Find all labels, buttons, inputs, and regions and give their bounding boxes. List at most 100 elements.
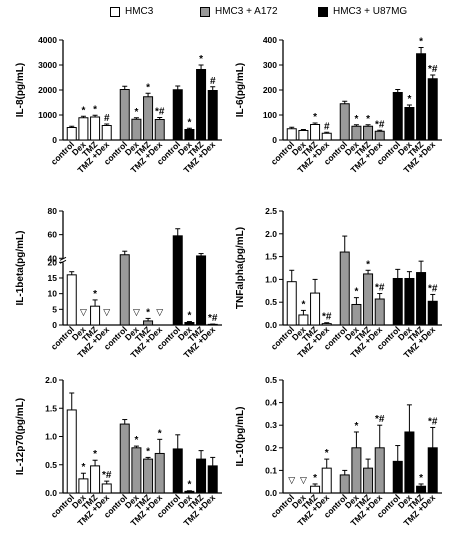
bar	[101, 125, 112, 141]
bar	[66, 409, 77, 494]
y-tick-label: 0.3	[265, 420, 277, 430]
y-tick-label: 80	[48, 206, 58, 216]
y-tick-label: 400	[263, 35, 277, 45]
y-tick-label: 2.0	[45, 375, 57, 385]
y-tick-label: 1000	[38, 110, 57, 120]
not-detected-mark: ▽	[288, 475, 295, 485]
y-tick-label: 200	[263, 85, 277, 95]
bar	[339, 251, 350, 326]
bar	[78, 117, 89, 141]
bar	[66, 127, 77, 141]
y-axis-label: IL-10(pg/mL)	[235, 407, 246, 467]
y-tick-label: 0.4	[265, 398, 277, 408]
bar	[196, 69, 207, 141]
bar	[404, 277, 415, 326]
y-tick-label: 40	[48, 253, 58, 263]
not-detected-mark: ▽	[80, 307, 87, 317]
y-tick-label: 3000	[38, 60, 57, 70]
bar	[101, 483, 112, 494]
bar	[339, 103, 350, 141]
significance-mark: #	[210, 76, 216, 87]
significance-mark: *#	[102, 470, 112, 481]
not-detected-mark: ▽	[300, 475, 307, 485]
y-tick-label: 60	[48, 230, 58, 240]
y-tick-label: 1.5	[45, 403, 57, 413]
significance-mark: #	[104, 113, 110, 124]
y-tick-label: 20	[48, 257, 58, 267]
significance-mark: *	[146, 82, 150, 93]
significance-mark: *	[134, 107, 138, 118]
y-tick-label: 2000	[38, 85, 57, 95]
y-tick-label: 0.5	[45, 460, 57, 470]
significance-mark: *	[187, 311, 191, 322]
significance-mark: *	[146, 446, 150, 457]
y-tick-label: 0.5	[265, 375, 277, 385]
bar	[286, 281, 297, 326]
bar	[172, 448, 183, 494]
significance-mark: *#	[155, 107, 165, 118]
bar	[131, 447, 142, 494]
y-tick-label: 1.0	[45, 432, 57, 442]
y-tick-label: 1.5	[265, 252, 277, 262]
bar	[416, 272, 427, 326]
significance-mark: *	[81, 462, 85, 473]
bar	[154, 119, 165, 141]
y-tick-label: 0.0	[265, 320, 277, 330]
significance-mark: *#	[208, 313, 218, 324]
legend-swatch-hmc3	[110, 7, 120, 17]
significance-mark: *	[354, 287, 358, 298]
legend: HMC3 HMC3 + A172 HMC3 + U87MG	[0, 0, 459, 26]
bar	[392, 92, 403, 141]
significance-mark: *	[407, 94, 411, 105]
significance-mark: *	[419, 37, 423, 48]
bar	[404, 431, 415, 494]
y-tick-label: 0.2	[265, 443, 277, 453]
significance-mark: *	[134, 435, 138, 446]
bar	[172, 235, 183, 326]
bar	[298, 130, 309, 141]
bar	[172, 89, 183, 141]
legend-label-hmc3: HMC3	[125, 6, 154, 17]
significance-mark: *#	[428, 416, 438, 427]
legend-swatch-hmc3-a172	[200, 7, 210, 17]
legend-label-hmc3-u87mg: HMC3 + U87MG	[333, 6, 408, 17]
bar	[286, 128, 297, 141]
legend-swatch-hmc3-u87mg	[318, 7, 328, 17]
bar	[131, 118, 142, 141]
y-tick-label: 1.0	[265, 274, 277, 284]
bar	[321, 467, 332, 494]
bar	[392, 460, 403, 494]
bar	[351, 125, 362, 141]
bar	[119, 254, 130, 326]
y-tick-label: 0	[52, 135, 57, 145]
bar	[310, 292, 321, 326]
y-axis-label: IL-1beta(pg/mL)	[15, 231, 26, 306]
legend-label-hmc3-a172: HMC3 + A172	[215, 6, 278, 17]
bar	[310, 124, 321, 141]
bar	[374, 447, 385, 494]
y-tick-label: 0.0	[265, 488, 277, 498]
bar	[374, 130, 385, 141]
bar	[154, 452, 165, 494]
significance-mark: *#	[322, 312, 332, 323]
y-axis-label: IL-8(pg/mL)	[15, 63, 26, 117]
y-tick-label: 2.5	[265, 206, 277, 216]
bar	[427, 447, 438, 494]
significance-mark: *	[313, 473, 317, 484]
y-tick-label: 0.0	[45, 488, 57, 498]
significance-mark: *	[187, 117, 191, 128]
significance-mark: *	[199, 54, 203, 65]
significance-mark: *#	[375, 283, 385, 294]
significance-mark: *#	[428, 64, 438, 75]
y-tick-label: 0.1	[265, 465, 277, 475]
y-tick-label: 5	[52, 304, 57, 314]
bar	[427, 300, 438, 326]
significance-mark: *	[313, 112, 317, 123]
y-tick-label: 0	[52, 320, 57, 330]
significance-mark: *	[354, 114, 358, 125]
significance-mark: *	[81, 105, 85, 116]
bar	[90, 116, 101, 141]
bar	[119, 89, 130, 141]
bar	[404, 107, 415, 141]
significance-mark: *	[93, 449, 97, 460]
